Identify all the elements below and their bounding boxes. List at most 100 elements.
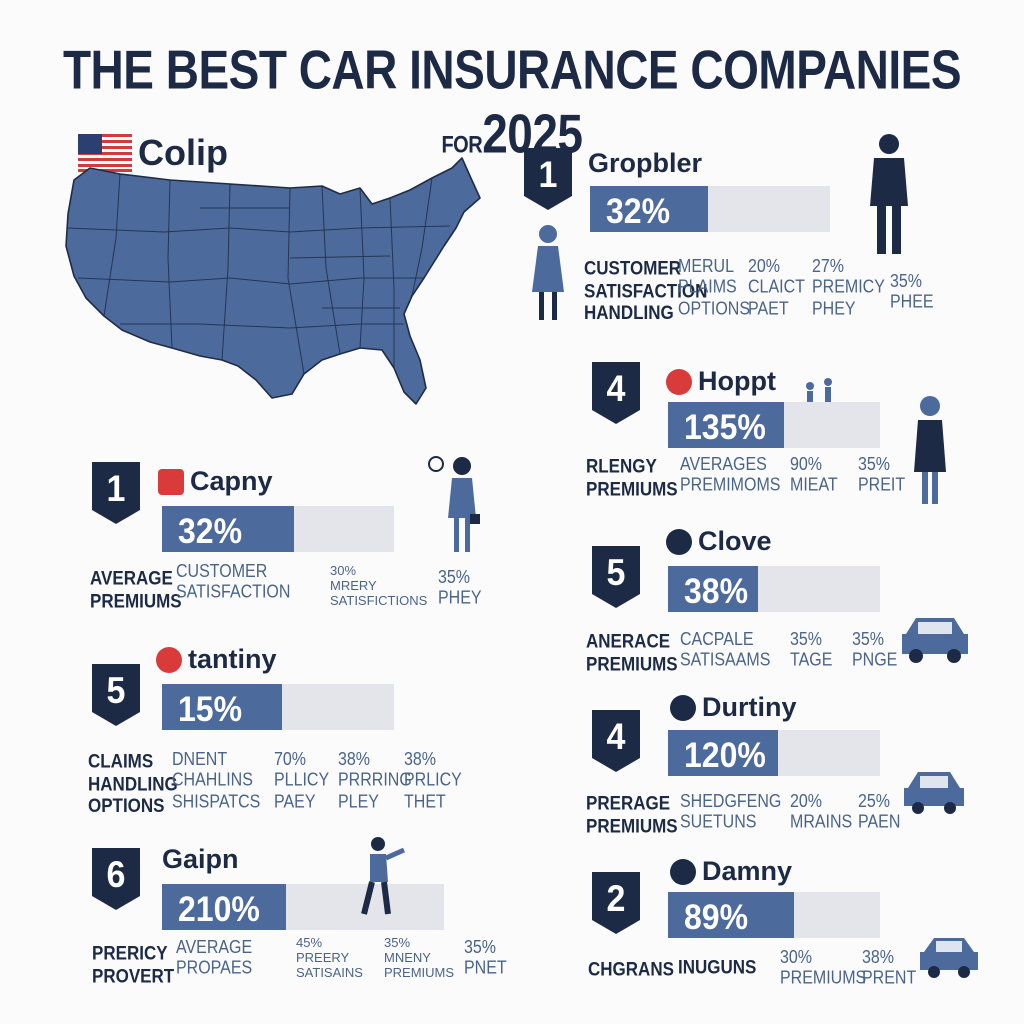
percent-value: 120% (684, 735, 766, 775)
percent-bar-fill (668, 892, 794, 938)
stat-label: 35% MNENY PREMIUMS (384, 935, 455, 980)
rank-number: 5 (106, 670, 126, 712)
woman-with-bag-icon (428, 456, 480, 552)
stat-label: SHEDGFENG SUETUNS (680, 792, 782, 833)
percent-bar-fill (668, 402, 784, 448)
stat-label: CUSTOMER SATISFACTION HANDLING (584, 257, 708, 324)
rank-number: 1 (106, 468, 126, 510)
stat-label: RLENGY PREMIUMS (586, 455, 678, 500)
percent-bar-fill (590, 186, 708, 232)
stat-label: 30% PREMIUMS (780, 948, 867, 989)
rank-badge: 4 (592, 710, 640, 772)
company-name: tantiny (156, 644, 277, 675)
rank-number: 6 (106, 854, 126, 896)
stat-label: 35% PREIT (858, 455, 906, 496)
company-logo-icon (156, 646, 182, 673)
percent-value: 32% (606, 191, 671, 231)
stat-label: ANERACE PREMIUMS (586, 630, 678, 675)
percent-bar: 89% (668, 892, 880, 938)
stat-label: 45% PREERY SATISAINS (296, 935, 363, 980)
percent-bar: 32% (162, 506, 394, 552)
percent-bar: 210% (162, 884, 444, 930)
rank-badge: 1 (92, 462, 140, 524)
company-logo-icon (670, 858, 696, 885)
percent-value: 32% (178, 511, 243, 551)
company-logo-icon (666, 528, 692, 555)
stat-label: INUGUNS (678, 956, 757, 978)
rank-badge: 1 (524, 148, 572, 210)
stat-label: 27% PREMICY PHEY (812, 257, 885, 319)
stat-label: CACPALE SATISAAMS (680, 630, 771, 671)
map-label: Colip (138, 132, 228, 173)
stat-label: 25% PAEN (858, 792, 901, 833)
stat-label: 35% TAGE (790, 630, 833, 671)
percent-bar: 32% (590, 186, 830, 232)
percent-value: 135% (684, 407, 766, 447)
company-name: Clove (666, 526, 772, 557)
stat-label: CUSTOMER SATISFACTION (176, 562, 291, 603)
stat-label: 35% PHEE (890, 272, 934, 313)
rank-badge: 4 (592, 362, 640, 424)
percent-value: 38% (684, 571, 749, 611)
stat-label: 38% PRENT (862, 948, 917, 989)
stat-label: 70% PLLICY PAEY (274, 750, 330, 812)
percent-bar-fill (162, 884, 286, 930)
stat-label: 38% PRLICY THET (404, 750, 462, 812)
stat-label: 35% PNET (464, 938, 507, 979)
percent-bar-fill (668, 566, 758, 612)
title-main: THE BEST CAR INSURANCE COMPANIES (62, 39, 962, 101)
car-icon (920, 938, 978, 978)
percent-bar: 120% (668, 730, 880, 776)
company-name: Gropbler (588, 148, 703, 178)
us-flag-icon (78, 134, 132, 172)
stat-label: 35% PHEY (438, 568, 482, 609)
page-title: THE BEST CAR INSURANCE COMPANIES FOR2025 (0, 38, 1024, 165)
rank-badge: 6 (92, 848, 140, 910)
stat-label: 20% MRAINS (790, 792, 853, 833)
percent-value: 15% (178, 689, 243, 729)
rank-number: 1 (538, 154, 558, 196)
businessman-icon (870, 134, 908, 254)
company-name: Hoppt (666, 366, 776, 397)
stat-label: 30% MRERY SATISFICTIONS (330, 563, 428, 608)
stat-label: CHGRANS (588, 958, 674, 980)
stat-label: CLAIMS HANDLING OPTIONS (88, 750, 178, 817)
title-small: FOR (441, 132, 483, 159)
pointing-man-icon (361, 837, 406, 915)
usa-map-icon (65, 157, 481, 405)
percent-value: 210% (178, 889, 260, 929)
stat-label: 38% PRRRING PLEY (338, 750, 412, 812)
woman-icon (532, 225, 564, 320)
company-name: Gaipn (162, 844, 239, 874)
company-logo-icon (670, 694, 696, 721)
map-heading: Colip (78, 132, 228, 174)
stat-label: PRERAGE PREMIUMS (586, 792, 678, 837)
stat-label: DNENT CHAHLINS SHISPATCS (172, 750, 261, 812)
stat-label: AVERAGE PROPAES (176, 938, 253, 979)
percent-bar: 135% (668, 402, 880, 448)
company-logo-icon (158, 468, 184, 495)
company-name: Durtiny (670, 692, 797, 723)
rank-badge: 2 (592, 872, 640, 934)
company-name: Damny (670, 856, 792, 887)
rank-badge: 5 (592, 546, 640, 608)
stat-label: AVERAGES PREMIMOMS (680, 455, 781, 496)
stat-label: 20% CLAICT PAET (748, 257, 805, 319)
stat-label: MERUL PLAIMS OPTIONS (678, 257, 751, 319)
rank-number: 4 (606, 368, 626, 410)
car-icon (904, 772, 964, 814)
rank-number: 4 (606, 716, 626, 758)
stat-label: PRERICY PROVERT (92, 942, 175, 987)
company-name: Capny (158, 466, 273, 497)
percent-bar-fill (162, 684, 282, 730)
percent-bar-fill (162, 506, 294, 552)
rank-number: 5 (606, 552, 626, 594)
stat-label: AVERAGE PREMIUMS (90, 567, 182, 612)
percent-value: 89% (684, 897, 749, 937)
stat-label: 35% PNGE (852, 630, 898, 671)
stat-label: 90% MIEAT (790, 455, 838, 496)
rank-number: 2 (606, 878, 626, 920)
percent-bar: 38% (668, 566, 880, 612)
percent-bar-fill (668, 730, 778, 776)
woman-icon (914, 396, 946, 504)
